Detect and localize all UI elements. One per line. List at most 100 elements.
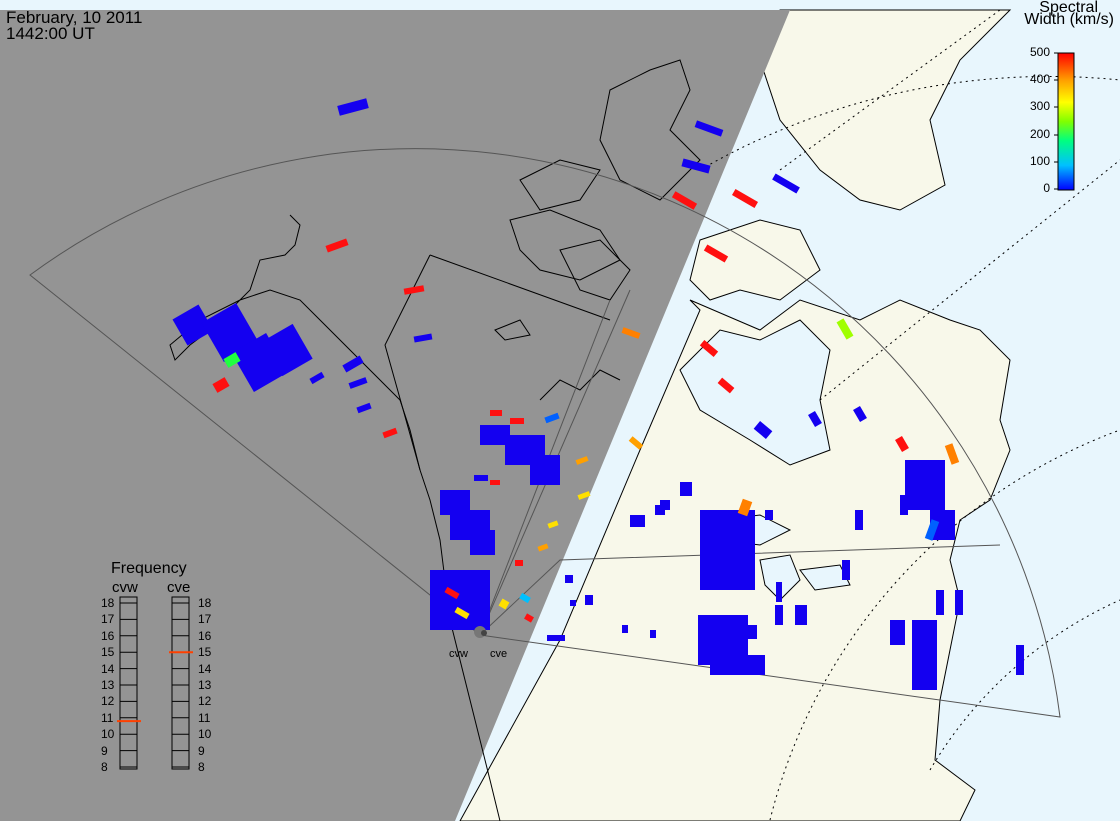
echo-cell <box>325 238 349 253</box>
echo-cell <box>575 456 589 465</box>
echo-cell <box>775 605 783 625</box>
freq-scale-label: 11 <box>101 710 114 725</box>
echo-cell <box>474 475 488 481</box>
freq-scale-label: 11 <box>198 710 211 725</box>
echo-cell <box>585 595 593 605</box>
echo-cell <box>630 515 645 527</box>
freq-scale-label: 17 <box>198 612 212 627</box>
echo-cell <box>470 530 495 555</box>
echo-cell <box>842 560 850 580</box>
freq-scale-label: 8 <box>198 760 205 774</box>
echo-cell <box>765 510 773 520</box>
freq-scale-label: 12 <box>101 694 115 709</box>
freq-scale-label: 10 <box>101 727 115 742</box>
freq-scale-label: 14 <box>101 661 115 676</box>
date-label: February, 10 2011 <box>6 8 143 27</box>
echo-cell <box>577 491 591 500</box>
echo-cell <box>703 244 729 263</box>
colorbar-gradient <box>1057 52 1075 191</box>
freq-scale-label: 18 <box>198 596 212 610</box>
freq-radar-label-cve: cve <box>167 579 191 596</box>
freq-scale-label: 15 <box>101 645 115 660</box>
echo-cell <box>510 418 524 424</box>
freq-scale-label: 15 <box>198 645 212 660</box>
echo-cell <box>776 582 782 602</box>
echo-cell <box>570 600 576 606</box>
freq-scale-label: 9 <box>101 743 108 758</box>
echo-cell <box>772 173 800 194</box>
echo-cell <box>890 620 905 645</box>
radar-site-cve[interactable] <box>481 630 487 636</box>
echo-cell <box>530 455 560 485</box>
echo-cell <box>544 412 560 424</box>
echo-cell <box>808 410 822 428</box>
echo-cell <box>454 606 470 620</box>
freq-scale-label: 10 <box>198 727 212 742</box>
echo-cell <box>309 371 325 385</box>
echo-cell <box>547 635 565 641</box>
echo-cell <box>430 570 490 630</box>
colorbar-title-line1: Spectral <box>1039 0 1098 16</box>
echo-cell <box>519 592 531 604</box>
echo-cell <box>413 333 433 343</box>
time-label: 1442:00 UT <box>6 24 95 43</box>
echo-cell <box>172 304 214 346</box>
freq-scale-label: 8 <box>101 760 108 774</box>
echo-cell <box>337 98 369 116</box>
freq-scale-label: 16 <box>198 628 212 643</box>
echo-cell <box>444 586 460 600</box>
echo-cell <box>537 543 549 552</box>
echo-cell <box>498 598 510 610</box>
echo-cell <box>403 285 425 295</box>
echo-cell <box>710 655 765 675</box>
echo-cell <box>490 480 500 485</box>
echo-cell <box>515 560 523 566</box>
echo-cell <box>731 188 759 209</box>
colorbar-tick-label: 500 <box>1029 45 1050 59</box>
echo-cell <box>621 327 641 339</box>
echo-cell <box>753 421 773 439</box>
echo-cell <box>382 427 398 439</box>
echo-cell <box>912 620 937 690</box>
echo-cell <box>490 410 502 416</box>
echo-cell <box>895 435 909 453</box>
echo-cell <box>900 495 908 515</box>
echo-cell <box>565 575 573 583</box>
freq-column-cve <box>171 596 190 770</box>
radar-label-cvw: cvw <box>449 648 468 660</box>
echo-cell <box>660 500 670 510</box>
echo-cell <box>944 443 960 465</box>
echo-layer <box>172 98 1024 690</box>
echo-cell <box>524 613 534 623</box>
colorbar-tick-label: 100 <box>1029 154 1050 168</box>
colorbar-tick-label: 300 <box>1029 99 1050 113</box>
echo-cell <box>342 355 364 373</box>
night-shade <box>0 10 790 821</box>
echo-cell <box>745 625 757 639</box>
echo-cell <box>212 377 230 393</box>
freq-scale-label: 12 <box>198 694 212 709</box>
freq-scale-label: 17 <box>101 612 115 627</box>
colorbar-tick-label: 400 <box>1029 72 1050 86</box>
echo-cell <box>480 425 510 445</box>
echo-cell <box>955 590 963 615</box>
greenland <box>759 9 1012 211</box>
echo-cell <box>671 191 698 210</box>
freq-radar-label-cvw: cvw <box>112 579 138 596</box>
freq-scale-label: 13 <box>101 678 115 692</box>
echo-cell <box>717 377 735 394</box>
echo-cell <box>853 405 867 423</box>
colorbar-tick-label: 0 <box>1043 181 1050 195</box>
echo-cell <box>650 630 656 638</box>
echo-cell <box>855 510 863 530</box>
freq-column-cvw <box>119 596 138 770</box>
echo-cell <box>262 323 313 377</box>
freq-scale-label: 18 <box>101 596 115 610</box>
echo-cell <box>737 498 753 517</box>
echo-cell <box>223 352 241 368</box>
freq-scale-label: 16 <box>101 628 115 643</box>
colorbar-title-line2: Width (km/s) <box>1024 11 1114 28</box>
freq-scale-label: 9 <box>198 743 205 758</box>
echo-cell <box>348 377 368 389</box>
